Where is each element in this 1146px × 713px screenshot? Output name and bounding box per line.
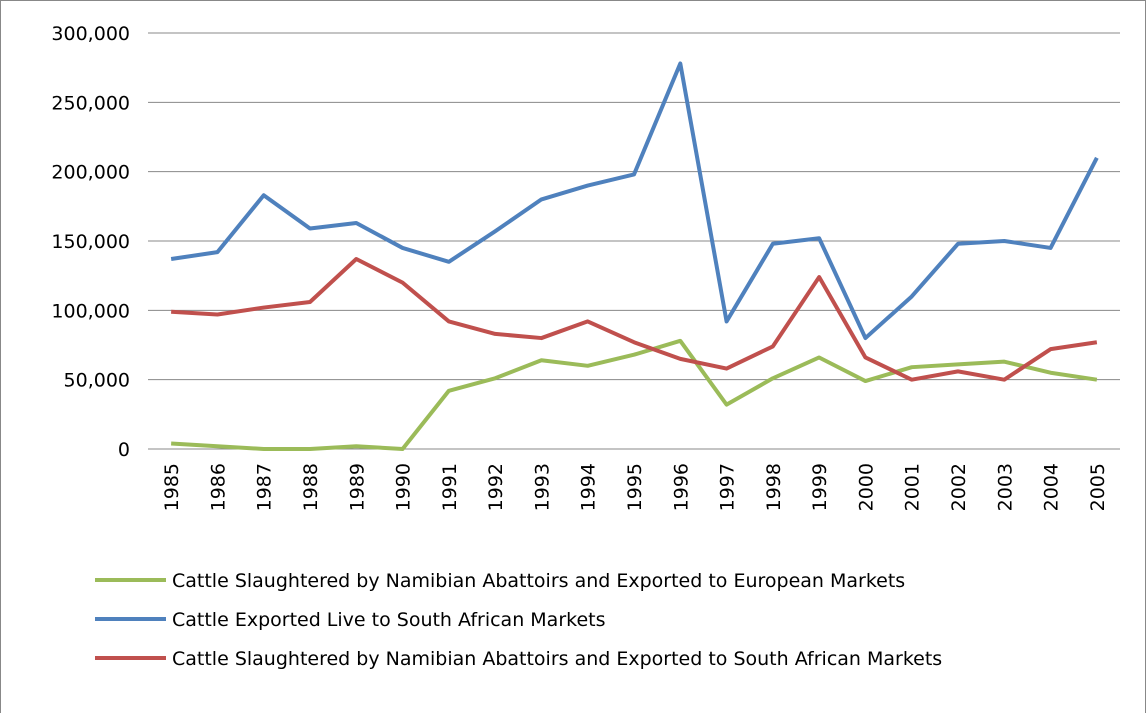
x-tick-label: 2003	[994, 463, 1016, 511]
x-tick-label: 1990	[393, 463, 415, 511]
y-tick-label: 200,000	[51, 162, 130, 184]
y-tick-label: 50,000	[64, 370, 130, 392]
legend-label: Cattle Slaughtered by Namibian Abattoirs…	[172, 570, 905, 592]
x-tick-label: 2005	[1087, 463, 1109, 511]
y-tick-label: 0	[118, 439, 130, 461]
series-line	[171, 257, 1098, 382]
x-tick-label: 1991	[439, 463, 461, 511]
x-tick-label: 2000	[855, 463, 877, 511]
x-tick-label: 1995	[624, 463, 646, 511]
x-tick-label: 1992	[485, 463, 507, 511]
x-tick-label: 1996	[670, 463, 692, 511]
y-tick-label: 150,000	[51, 231, 130, 253]
y-tick-label: 250,000	[51, 92, 130, 114]
x-tick-label: 1997	[717, 463, 739, 511]
legend-label: Cattle Slaughtered by Namibian Abattoirs…	[172, 648, 942, 670]
x-tick-label: 1986	[207, 463, 229, 511]
x-tick-label: 1998	[763, 463, 785, 511]
series-line	[170, 61, 1099, 341]
x-tick-label: 2001	[902, 463, 924, 511]
x-tick-label: 1994	[578, 463, 600, 511]
y-tick-label: 300,000	[51, 23, 130, 45]
x-tick-label: 1989	[346, 463, 368, 511]
x-tick-label: 2002	[948, 463, 970, 511]
x-tick-label: 2004	[1041, 463, 1063, 511]
x-tick-label: 1993	[531, 463, 553, 511]
x-tick-label: 1985	[161, 463, 183, 511]
x-tick-label: 1988	[300, 463, 322, 511]
x-tick-label: 1987	[254, 463, 276, 511]
legend-label: Cattle Exported Live to South African Ma…	[172, 609, 606, 631]
y-tick-label: 100,000	[51, 300, 130, 322]
series-line	[171, 338, 1098, 451]
x-tick-label: 1999	[809, 463, 831, 511]
